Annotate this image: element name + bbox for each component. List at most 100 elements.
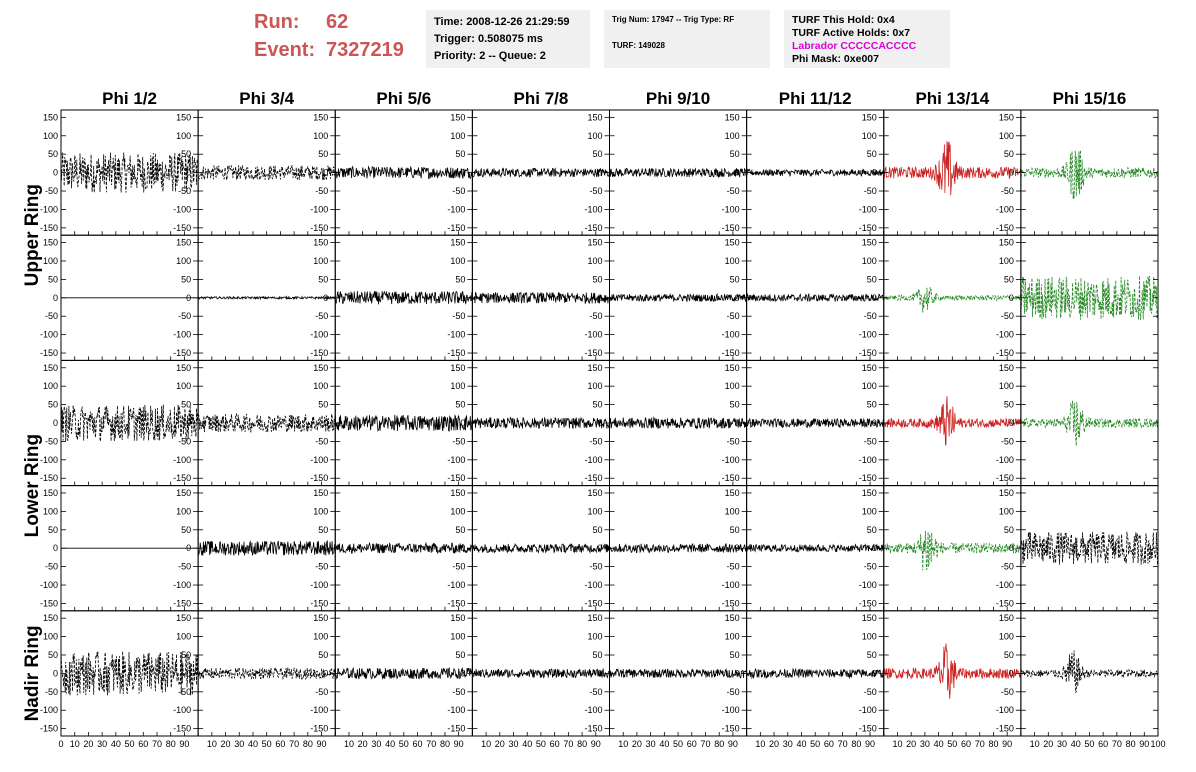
ytick-label: 150 — [450, 238, 465, 248]
ytick-label: -100 — [722, 455, 740, 465]
ytick-label: 50 — [867, 274, 877, 284]
waveform-r4-c4 — [472, 542, 610, 554]
ytick-label: 0 — [323, 168, 328, 178]
ytick-label: 50 — [592, 525, 602, 535]
xtick-label: 40 — [1071, 739, 1081, 749]
xtick-label: 60 — [961, 739, 971, 749]
ytick-label: 150 — [450, 363, 465, 373]
ytick-label: 150 — [176, 613, 191, 623]
ytick-label-left: -50 — [45, 311, 58, 321]
ytick-label: -100 — [996, 455, 1014, 465]
ytick-label: 0 — [872, 168, 877, 178]
xtick-label: 30 — [97, 739, 107, 749]
ytick-label: 150 — [587, 238, 602, 248]
ytick-label: 150 — [725, 112, 740, 122]
ytick-label: -150 — [310, 598, 328, 608]
ytick-label: 50 — [867, 650, 877, 660]
ytick-label: 100 — [176, 632, 191, 642]
ytick-label-left: 100 — [43, 506, 58, 516]
ytick-label: 50 — [730, 400, 740, 410]
ytick-label-left: 0 — [53, 418, 58, 428]
waveform-r1-c6 — [746, 168, 885, 178]
xtick-label: 30 — [1057, 739, 1067, 749]
ytick-label: -150 — [310, 223, 328, 233]
ytick-label-left: 0 — [53, 543, 58, 553]
ytick-label: -100 — [447, 580, 465, 590]
ytick-label: -150 — [447, 348, 465, 358]
ytick-label: -50 — [178, 562, 191, 572]
waveform-r5-c4 — [472, 667, 610, 679]
ytick-label: 150 — [725, 363, 740, 373]
waveform-r4-c5 — [609, 542, 747, 554]
ytick-label: 50 — [867, 400, 877, 410]
ytick-label: 50 — [730, 650, 740, 660]
ytick-label: 0 — [872, 543, 877, 553]
ytick-label: -150 — [859, 473, 877, 483]
xtick-label: 20 — [83, 739, 93, 749]
ytick-label: -50 — [315, 562, 328, 572]
ytick-label: -50 — [589, 687, 602, 697]
ytick-label: 0 — [597, 418, 602, 428]
xtick-label: 60 — [687, 739, 697, 749]
ytick-label: 0 — [872, 418, 877, 428]
ytick-label: 50 — [181, 400, 191, 410]
ytick-label: -150 — [996, 598, 1014, 608]
xtick-label: 30 — [920, 739, 930, 749]
ytick-label-left: 150 — [43, 488, 58, 498]
ytick-label: -50 — [589, 311, 602, 321]
ytick-label: -150 — [996, 223, 1014, 233]
ring-label-1: Upper Ring — [22, 184, 43, 286]
ytick-label: 150 — [176, 363, 191, 373]
xtick-label: 30 — [783, 739, 793, 749]
xtick-label: 10 — [618, 739, 628, 749]
ytick-label: -150 — [996, 473, 1014, 483]
xtick-label: 90 — [317, 739, 327, 749]
ytick-label: -100 — [173, 705, 191, 715]
ytick-label: 100 — [587, 381, 602, 391]
ytick-label: -50 — [864, 687, 877, 697]
ytick-label: 50 — [867, 525, 877, 535]
ytick-label: -50 — [589, 562, 602, 572]
ytick-label: 100 — [862, 256, 877, 266]
phi-title-5: Phi 9/10 — [646, 89, 710, 108]
ytick-label-left: -100 — [40, 330, 58, 340]
ytick-label: -150 — [173, 473, 191, 483]
xtick-label: 20 — [358, 739, 368, 749]
ytick-label: 150 — [176, 112, 191, 122]
ytick-label: 150 — [313, 613, 328, 623]
ytick-label: -150 — [722, 598, 740, 608]
ytick-label: -100 — [310, 330, 328, 340]
ytick-label: -150 — [859, 724, 877, 734]
ytick-label: 0 — [186, 418, 191, 428]
ytick-label: 100 — [725, 131, 740, 141]
ytick-label: 100 — [313, 632, 328, 642]
ytick-label: 0 — [735, 668, 740, 678]
ytick-label: -50 — [315, 186, 328, 196]
xtick-label: 80 — [988, 739, 998, 749]
xtick-label: 70 — [975, 739, 985, 749]
priority-text: Priority: 2 -- Queue: 2 — [434, 50, 546, 62]
ytick-label: 150 — [862, 363, 877, 373]
phi-title-6: Phi 11/12 — [779, 89, 852, 108]
ytick-label: 0 — [872, 668, 877, 678]
ytick-label: -150 — [173, 724, 191, 734]
ytick-label: 50 — [867, 149, 877, 159]
xtick-label: 20 — [906, 739, 916, 749]
ytick-label: 0 — [186, 668, 191, 678]
waveform-r1-c1 — [60, 152, 199, 193]
ytick-label: -150 — [722, 473, 740, 483]
waveform-r5-c1 — [60, 651, 199, 696]
ytick-label: 100 — [725, 256, 740, 266]
ytick-label: -100 — [996, 330, 1014, 340]
waveform-r1-c3 — [334, 165, 473, 180]
xtick-label: 50 — [1084, 739, 1094, 749]
ytick-label: 150 — [862, 112, 877, 122]
ytick-label: -150 — [173, 348, 191, 358]
xtick-label: 90 — [179, 739, 189, 749]
ytick-label: 0 — [1009, 418, 1014, 428]
ring-label-3: Nadir Ring — [22, 625, 43, 721]
xtick-label: 70 — [1112, 739, 1122, 749]
ytick-label: 0 — [460, 418, 465, 428]
xtick-label: 50 — [673, 739, 683, 749]
ytick-label: -100 — [859, 580, 877, 590]
